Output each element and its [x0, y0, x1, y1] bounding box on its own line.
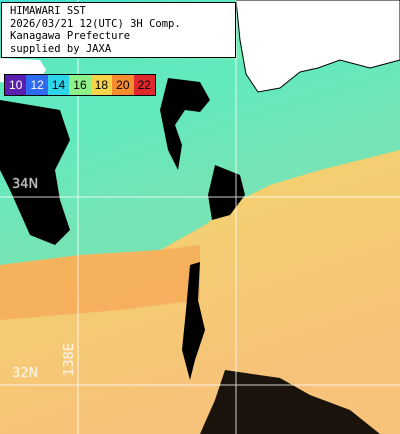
latitude-label-34n: 34N	[12, 177, 39, 192]
info-datetime: 2026/03/21 12(UTC) 3H Comp.	[10, 17, 181, 30]
warm-water-band	[0, 245, 200, 320]
longitude-label-138e: 138E	[62, 342, 77, 376]
legend-swatch: 14	[47, 75, 70, 95]
legend-swatch: 22	[133, 75, 155, 95]
legend-swatch: 10	[5, 75, 27, 95]
info-region: Kanagawa Prefecture	[10, 30, 131, 42]
legend-swatch: 12	[26, 75, 48, 95]
cool-water-area	[0, 60, 400, 265]
cloud-central	[160, 78, 210, 170]
land-honshu	[235, 0, 400, 93]
info-box: HIMAWARI SST 2026/03/21 12(UTC) 3H Comp.…	[1, 2, 236, 58]
cloud-southeast	[200, 370, 380, 434]
temperature-legend: 10 12 14 16 18 20 22	[4, 74, 156, 96]
cloud-west	[0, 100, 70, 245]
legend-swatch: 16	[69, 75, 91, 95]
legend-swatch: 18	[90, 75, 113, 95]
cloud-band-south	[182, 262, 205, 380]
info-title: HIMAWARI SST	[10, 5, 86, 17]
latitude-label-32n: 32N	[12, 366, 39, 381]
legend-swatch: 20	[112, 75, 134, 95]
info-supplier: supplied by JAXA	[10, 42, 112, 55]
